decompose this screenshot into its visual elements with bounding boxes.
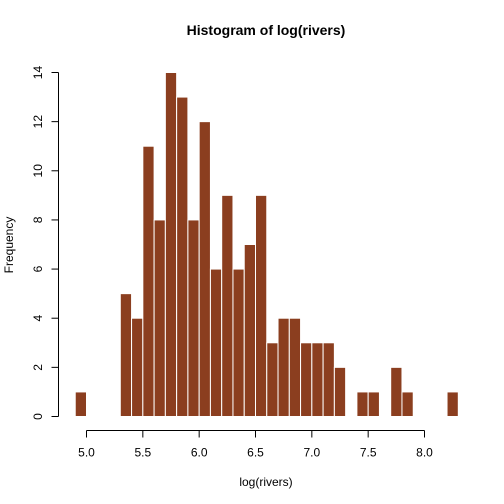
y-tick-label: 14 bbox=[31, 66, 45, 80]
histogram-bar bbox=[390, 366, 403, 418]
histogram-bar bbox=[221, 194, 234, 417]
histogram-bar bbox=[367, 391, 380, 417]
histogram-bar bbox=[142, 145, 155, 417]
y-axis-label: Frequency bbox=[2, 217, 16, 274]
x-tick-label: 6.5 bbox=[247, 446, 264, 460]
y-tick-label: 12 bbox=[31, 115, 45, 129]
histogram-bar bbox=[401, 391, 414, 417]
x-axis-label: log(rivers) bbox=[239, 475, 292, 489]
histogram-bar bbox=[131, 317, 144, 418]
bars-group bbox=[74, 72, 459, 418]
histogram-bar bbox=[277, 317, 290, 418]
histogram-bar bbox=[333, 366, 347, 418]
chart-title: Histogram of log(rivers) bbox=[187, 22, 346, 38]
histogram-bar bbox=[311, 342, 324, 417]
y-tick-label: 2 bbox=[31, 364, 45, 371]
y-axis: 0 2 4 6 8 10 12 14 bbox=[31, 66, 59, 420]
histogram-bar bbox=[176, 96, 189, 417]
y-tick-label: 4 bbox=[31, 315, 45, 322]
y-tick-label: 10 bbox=[31, 164, 45, 178]
x-tick-label: 7.0 bbox=[303, 446, 320, 460]
histogram-bar bbox=[209, 268, 223, 418]
x-tick-label: 8.0 bbox=[416, 446, 433, 460]
histogram-bar bbox=[232, 268, 245, 418]
histogram-bar bbox=[119, 293, 133, 417]
histogram-bar bbox=[322, 342, 335, 417]
histogram-bar bbox=[243, 244, 257, 417]
x-tick-label: 5.0 bbox=[78, 446, 95, 460]
y-tick-label: 6 bbox=[31, 265, 45, 272]
histogram-bar bbox=[266, 342, 279, 417]
histogram-bar bbox=[356, 391, 369, 417]
histogram-bar bbox=[74, 391, 87, 417]
histogram-bar bbox=[153, 219, 166, 417]
x-tick-label: 6.0 bbox=[191, 446, 208, 460]
histogram-bar bbox=[187, 219, 200, 417]
x-tick-label: 5.5 bbox=[134, 446, 151, 460]
histogram-bar bbox=[288, 317, 302, 418]
histogram-bar bbox=[300, 342, 313, 417]
y-tick-label: 0 bbox=[31, 413, 45, 420]
histogram-bar bbox=[255, 194, 268, 417]
y-tick-label: 8 bbox=[31, 216, 45, 223]
x-axis: 5.0 5.5 6.0 6.5 7.0 7.5 8.0 bbox=[78, 430, 433, 460]
histogram-bar bbox=[446, 391, 459, 417]
histogram-bar bbox=[198, 121, 211, 418]
histogram-bar bbox=[164, 72, 178, 417]
x-tick-label: 7.5 bbox=[360, 446, 377, 460]
